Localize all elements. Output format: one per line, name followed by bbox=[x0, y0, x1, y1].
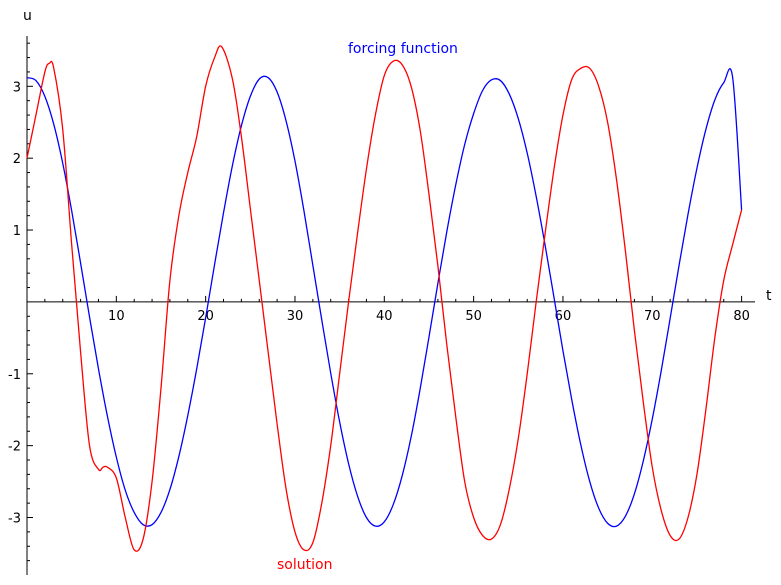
x-tick-label: 60 bbox=[555, 309, 572, 324]
x-tick-label: 10 bbox=[108, 309, 125, 324]
y-tick-label: 1 bbox=[13, 224, 21, 239]
y-tick-label: -1 bbox=[8, 368, 21, 383]
y-axis-label: u bbox=[23, 8, 32, 24]
x-tick-label: 40 bbox=[376, 309, 393, 324]
y-tick-label: -2 bbox=[8, 440, 21, 455]
x-tick-label: 50 bbox=[465, 309, 482, 324]
x-tick-label: 70 bbox=[644, 309, 661, 324]
y-tick-label: 3 bbox=[13, 80, 21, 95]
series-line-solution bbox=[26, 45, 743, 552]
series-label-solution: solution bbox=[277, 557, 332, 573]
series-label-forcing-function: forcing function bbox=[348, 41, 458, 57]
y-tick-label: -3 bbox=[8, 512, 21, 527]
series-group bbox=[26, 45, 743, 552]
x-tick-label: 30 bbox=[287, 309, 304, 324]
x-ticks: 10 20 30 40 50 60 70 80 bbox=[44, 295, 750, 324]
x-tick-label: 80 bbox=[733, 309, 750, 324]
y-tick-label: 2 bbox=[13, 152, 21, 167]
y-ticks: -3 -2 -1 1 2 3 bbox=[8, 42, 33, 562]
x-axis-label: t bbox=[766, 288, 772, 304]
